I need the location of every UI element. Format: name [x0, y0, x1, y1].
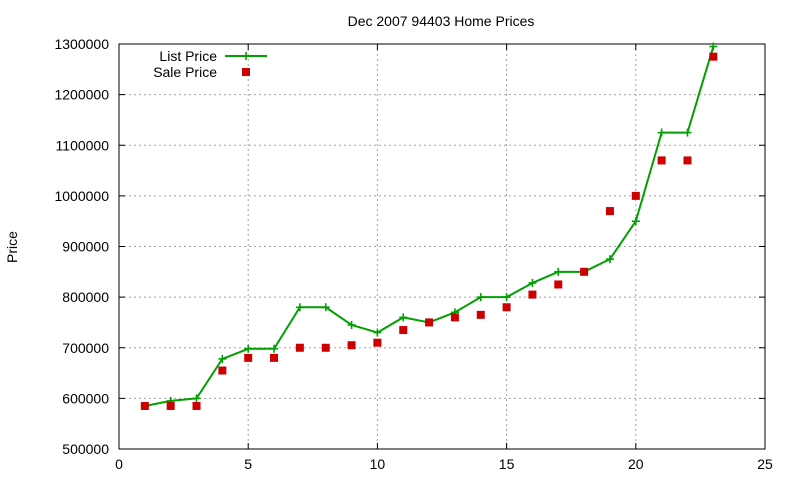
sale-price-point: [373, 338, 382, 347]
list-price-point: [347, 320, 356, 329]
sale-price-point: [476, 310, 485, 319]
list-price-point: [321, 303, 330, 312]
sale-price-point: [166, 401, 175, 410]
y-tick-label: 1000000: [54, 188, 109, 204]
sale-price-point: [450, 313, 459, 322]
legend-entry-sale-price: Sale Price: [153, 64, 250, 80]
legend-label: Sale Price: [153, 64, 217, 80]
grid: [119, 44, 765, 449]
list-price-line: [144, 46, 715, 407]
list-price-point: [709, 42, 718, 51]
list-price-point: [657, 128, 666, 137]
legend-entry-list-price: List Price: [159, 48, 267, 64]
x-tick-label: 25: [757, 456, 773, 472]
series-sale-price: [140, 52, 718, 410]
list-price-point: [528, 278, 537, 287]
sale-price-point: [528, 290, 537, 299]
x-tick-label: 5: [244, 456, 252, 472]
y-tick-label: 800000: [62, 289, 109, 305]
y-tick-label: 1200000: [54, 87, 109, 103]
list-price-point: [270, 344, 279, 353]
sale-price-point: [554, 280, 563, 289]
chart-title: Dec 2007 94403 Home Prices: [348, 13, 535, 29]
x-tick-label: 20: [628, 456, 644, 472]
legend-label: List Price: [159, 48, 217, 64]
y-tick-label: 1100000: [56, 137, 110, 153]
list-price-point: [244, 344, 253, 353]
x-tick-label: 15: [499, 456, 515, 472]
sale-price-point: [192, 401, 201, 410]
sale-price-point: [605, 207, 614, 216]
list-price-point: [683, 128, 692, 137]
y-tick-label: 1300000: [54, 36, 109, 52]
list-price-point: [554, 267, 563, 276]
sale-price-point: [218, 366, 227, 375]
sale-price-point: [657, 156, 666, 165]
list-price-point: [502, 293, 511, 302]
legend-square-swatch: [242, 68, 250, 76]
list-price-point: [373, 328, 382, 337]
sale-price-point: [425, 318, 434, 327]
list-price-point: [399, 313, 408, 322]
list-price-point: [631, 217, 640, 226]
sale-price-point: [709, 52, 718, 61]
y-tick-label: 900000: [62, 239, 109, 255]
list-price-point: [218, 354, 227, 363]
x-tick-label: 0: [115, 456, 123, 472]
y-tick-label: 700000: [62, 340, 109, 356]
sale-price-point: [580, 267, 589, 276]
series-list-price: [140, 42, 718, 410]
list-price-point: [295, 303, 304, 312]
sale-price-point: [321, 343, 330, 352]
x-tick-label: 10: [370, 456, 386, 472]
sale-price-point: [295, 343, 304, 352]
sale-price-point: [502, 303, 511, 312]
list-price-point: [192, 394, 201, 403]
sale-price-point: [270, 353, 279, 362]
sale-price-point: [347, 341, 356, 350]
data-series: [140, 42, 718, 410]
sale-price-point: [683, 156, 692, 165]
sale-price-point: [631, 191, 640, 200]
y-tick-label: 500000: [62, 441, 109, 457]
y-axis-label: Price: [4, 231, 20, 263]
y-tick-label: 600000: [62, 390, 109, 406]
axes: 0 5 10 15 20 25 500000 600000 700000 800000 900000…: [54, 36, 773, 472]
sale-price-point: [399, 326, 408, 335]
list-price-point: [476, 293, 485, 302]
sale-price-point: [140, 401, 149, 410]
legend-plus-marker: [242, 52, 250, 60]
sale-price-point: [244, 353, 253, 362]
list-price-point: [605, 255, 614, 264]
